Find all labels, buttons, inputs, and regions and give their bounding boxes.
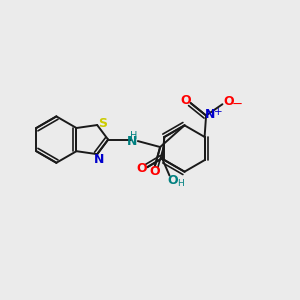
Text: H: H: [130, 131, 137, 141]
Text: N: N: [205, 107, 215, 121]
Text: H: H: [177, 179, 184, 188]
Text: O: O: [180, 94, 190, 106]
Text: +: +: [214, 107, 223, 117]
Text: O: O: [167, 173, 178, 187]
Text: N: N: [127, 135, 137, 148]
Text: O: O: [136, 162, 147, 175]
Text: N: N: [94, 153, 104, 166]
Text: −: −: [231, 98, 242, 111]
Text: O: O: [149, 165, 160, 178]
Text: S: S: [98, 117, 107, 130]
Text: O: O: [223, 95, 234, 108]
